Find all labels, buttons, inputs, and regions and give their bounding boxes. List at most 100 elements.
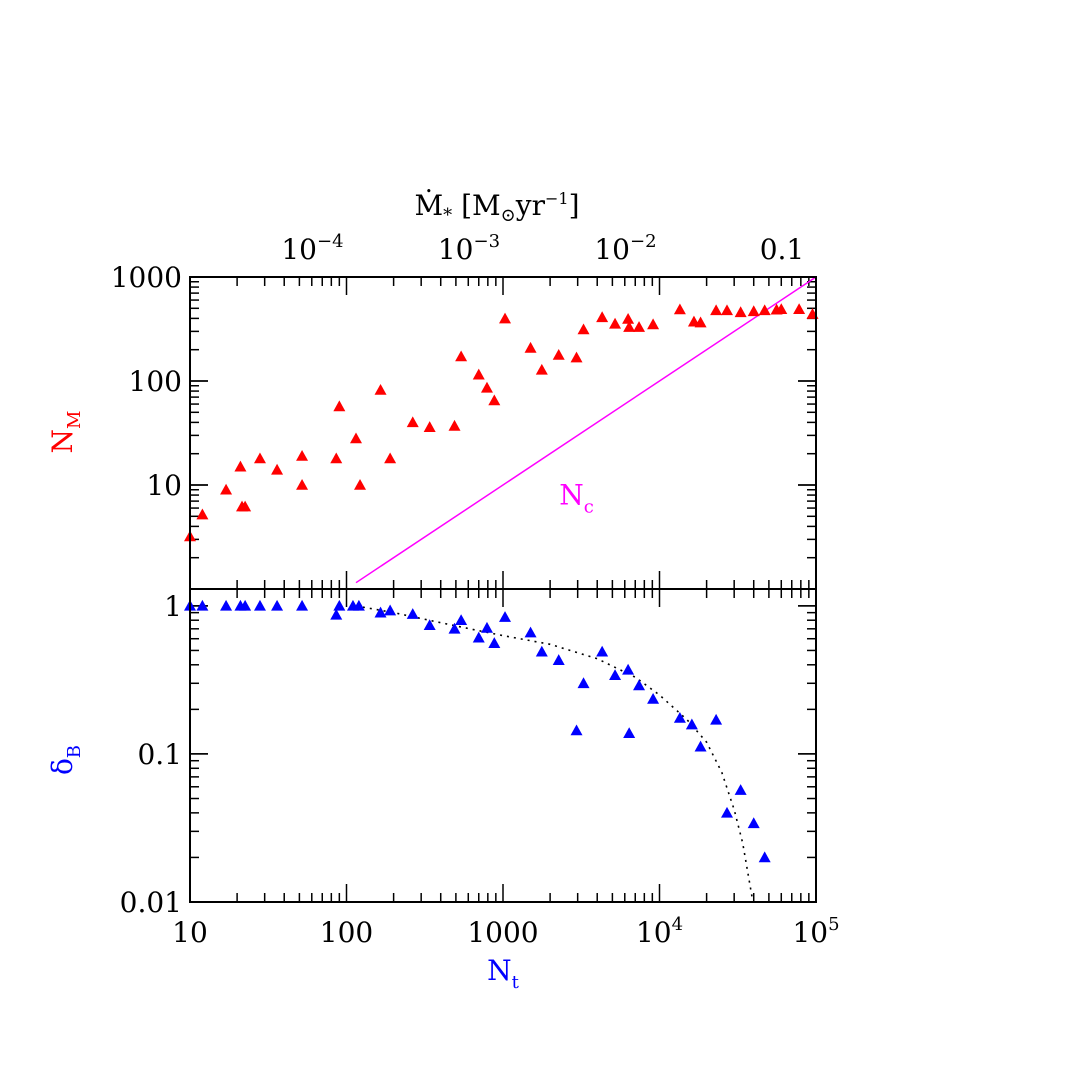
top-axis-label-bracket-open: [M [452, 189, 501, 222]
top-point [472, 368, 485, 380]
top-axis-label-exp: −1 [545, 189, 569, 208]
bottom-point [622, 663, 635, 675]
bottom-point [609, 669, 622, 681]
top-axis-label-sun: ⊙ [501, 205, 516, 226]
nc-label: Nc [559, 478, 594, 517]
bottom-point [253, 599, 266, 611]
top-point [354, 479, 367, 490]
top-panel-lines [355, 276, 817, 584]
bottom-point [721, 806, 734, 818]
top-point [524, 341, 537, 353]
bottom-point [758, 851, 771, 863]
top-point [296, 479, 309, 490]
top-point [349, 432, 362, 444]
top-point [220, 483, 233, 495]
top-point [673, 303, 686, 315]
bottom-point [330, 608, 343, 620]
bottom-point [488, 637, 501, 648]
top-point [747, 305, 760, 317]
bottom-point [455, 614, 468, 626]
x-tick-label: 105 [792, 914, 839, 949]
y-tick-label: 100 [129, 365, 182, 398]
top-point [647, 318, 660, 330]
top-point [253, 452, 266, 464]
top-point [455, 350, 468, 362]
top-point [694, 316, 707, 328]
top-point [234, 460, 247, 472]
bottom-point [694, 740, 707, 752]
top-axis-tick-label: 10−4 [281, 231, 343, 266]
bottom-point [596, 645, 609, 657]
top-point [239, 500, 252, 512]
bottom-point [423, 619, 436, 631]
top-point [734, 306, 747, 318]
top-point [499, 312, 512, 324]
top-point [622, 312, 635, 324]
top-point [196, 508, 209, 520]
bottom-point [406, 608, 419, 619]
bottom-point [384, 604, 397, 616]
bottom-point [710, 713, 723, 725]
top-point [423, 421, 436, 432]
top-point [623, 321, 636, 332]
bottom-point [196, 599, 209, 611]
top-axis-tick-label: 10−3 [438, 231, 500, 266]
bottom-panel-frame [189, 588, 817, 903]
top-axis-tick-label: 0.1 [760, 233, 805, 266]
bottom-point [570, 724, 583, 736]
bottom-panel-ylabel: δB [46, 745, 85, 775]
y-tick-label: 0.1 [137, 738, 182, 771]
top-panel-points [184, 303, 819, 542]
top-point [570, 351, 583, 363]
bottom-point [673, 711, 686, 723]
bottom-point [747, 817, 760, 829]
top-panel-tick-labels: 10 100 1000 [111, 261, 182, 502]
bottom-panel-tick-labels: 0.01 0.1 1 10 100 1000 104 105 [120, 590, 840, 949]
top-point [633, 321, 646, 332]
bottom-point [499, 611, 512, 622]
bottom-panel-lines [355, 605, 754, 903]
top-point [535, 363, 548, 375]
top-point [406, 416, 419, 428]
bottom-point [623, 727, 636, 739]
bottom-point [352, 599, 365, 611]
top-panel-ylabel: NM [46, 411, 85, 454]
top-axis-label-unit: yr [515, 189, 546, 222]
bottom-point [577, 677, 590, 689]
bottom-point [472, 631, 485, 643]
x-tick-label: 100 [320, 916, 373, 949]
bottom-panel-ticks [189, 589, 816, 903]
top-axis-tick-label: 10−2 [594, 231, 656, 266]
top-point [609, 317, 622, 329]
top-point [488, 394, 501, 406]
bottom-point [448, 622, 461, 634]
bottom-point [220, 599, 233, 611]
top-point [448, 419, 461, 431]
y-tick-label: 10 [146, 469, 182, 502]
bottom-panel: 0.01 0.1 1 10 100 1000 104 105 δB Nt [46, 589, 840, 993]
y-tick-label: 0.01 [120, 886, 182, 919]
top-point [333, 400, 346, 412]
bottom-point [333, 599, 346, 611]
nc-line [355, 276, 817, 584]
bottom-panel-xlabel: Nt [487, 954, 520, 993]
top-point [271, 463, 284, 475]
bottom-point [535, 645, 548, 657]
top-point [793, 303, 806, 315]
bottom-point [296, 599, 309, 611]
top-point [596, 311, 609, 323]
x-tick-label: 1000 [467, 916, 538, 949]
top-axis-label: Ṁ* [M⊙yr−1] [415, 189, 580, 226]
top-panel: 10 100 1000 10−4 10−3 10−2 0.1 Nc NM [46, 231, 819, 590]
x-tick-label: 104 [636, 914, 683, 949]
top-point [384, 452, 397, 464]
top-axis-label-main: Ṁ [415, 189, 444, 222]
bottom-point [685, 718, 698, 730]
bottom-point [239, 599, 252, 611]
top-point [710, 304, 723, 316]
bottom-point [734, 784, 747, 795]
bottom-point [647, 692, 660, 704]
top-point [296, 450, 309, 461]
